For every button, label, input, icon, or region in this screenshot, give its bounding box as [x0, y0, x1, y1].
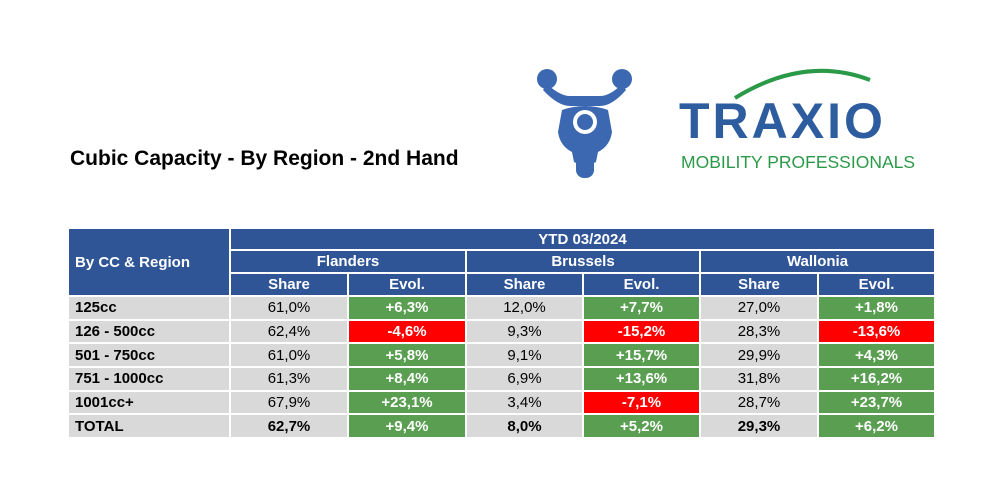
- logo-swoosh: [733, 68, 871, 100]
- evolution-cell: +8,4%: [348, 367, 466, 391]
- evolution-cell: -15,2%: [583, 319, 700, 344]
- row-label: 126 - 500cc: [68, 319, 230, 344]
- period-header: YTD 03/2024: [230, 228, 935, 250]
- traxio-logo: TRAXIO MOBILITY PROFESSIONALS: [679, 68, 915, 172]
- region-header: Wallonia: [700, 250, 935, 273]
- evolution-cell: +5,2%: [583, 414, 700, 438]
- evolution-cell: +5,8%: [348, 343, 466, 367]
- row-label: 1001cc+: [68, 390, 230, 415]
- share-cell: 61,0%: [230, 296, 348, 320]
- evolution-cell: -4,6%: [348, 319, 466, 344]
- row-label: 501 - 750cc: [68, 343, 230, 367]
- evolution-cell: +23,7%: [818, 390, 935, 415]
- logo-tagline: MOBILITY PROFESSIONALS: [681, 152, 915, 172]
- share-cell: 31,8%: [700, 367, 818, 391]
- evolution-cell: +13,6%: [583, 367, 700, 391]
- evolution-cell: -13,6%: [818, 319, 935, 344]
- motorcycle-icon: [537, 69, 632, 178]
- share-cell: 67,9%: [230, 390, 348, 415]
- column-header: Evol.: [583, 273, 700, 296]
- evolution-cell: +4,3%: [818, 343, 935, 367]
- row-label: TOTAL: [68, 414, 230, 438]
- corner-header: By CC & Region: [68, 228, 230, 296]
- evolution-cell: +23,1%: [348, 390, 466, 415]
- evolution-cell: +1,8%: [818, 296, 935, 320]
- logo-name: TRAXIO: [679, 93, 886, 149]
- title: Cubic Capacity - By Region - 2nd Hand: [70, 147, 459, 170]
- share-cell: 62,7%: [230, 414, 348, 438]
- evolution-cell: +16,2%: [818, 367, 935, 391]
- evolution-cell: +6,3%: [348, 296, 466, 320]
- evolution-cell: +9,4%: [348, 414, 466, 438]
- share-cell: 61,0%: [230, 343, 348, 367]
- region-header: Flanders: [230, 250, 466, 273]
- share-cell: 9,1%: [466, 343, 583, 367]
- share-cell: 8,0%: [466, 414, 583, 438]
- share-cell: 29,9%: [700, 343, 818, 367]
- row-label: 751 - 1000cc: [68, 367, 230, 391]
- row-label: 125cc: [68, 296, 230, 320]
- column-header: Share: [466, 273, 583, 296]
- column-header: Share: [230, 273, 348, 296]
- region-header: Brussels: [466, 250, 700, 273]
- share-cell: 61,3%: [230, 367, 348, 391]
- evolution-cell: +6,2%: [818, 414, 935, 438]
- share-cell: 9,3%: [466, 319, 583, 344]
- evolution-cell: +7,7%: [583, 296, 700, 320]
- evolution-cell: -7,1%: [583, 390, 700, 415]
- share-cell: 28,7%: [700, 390, 818, 415]
- share-cell: 62,4%: [230, 319, 348, 344]
- column-header: Share: [700, 273, 818, 296]
- share-cell: 3,4%: [466, 390, 583, 415]
- share-cell: 29,3%: [700, 414, 818, 438]
- share-cell: 28,3%: [700, 319, 818, 344]
- share-cell: 12,0%: [466, 296, 583, 320]
- column-header: Evol.: [348, 273, 466, 296]
- share-cell: 27,0%: [700, 296, 818, 320]
- column-header: Evol.: [818, 273, 935, 296]
- share-cell: 6,9%: [466, 367, 583, 391]
- evolution-cell: +15,7%: [583, 343, 700, 367]
